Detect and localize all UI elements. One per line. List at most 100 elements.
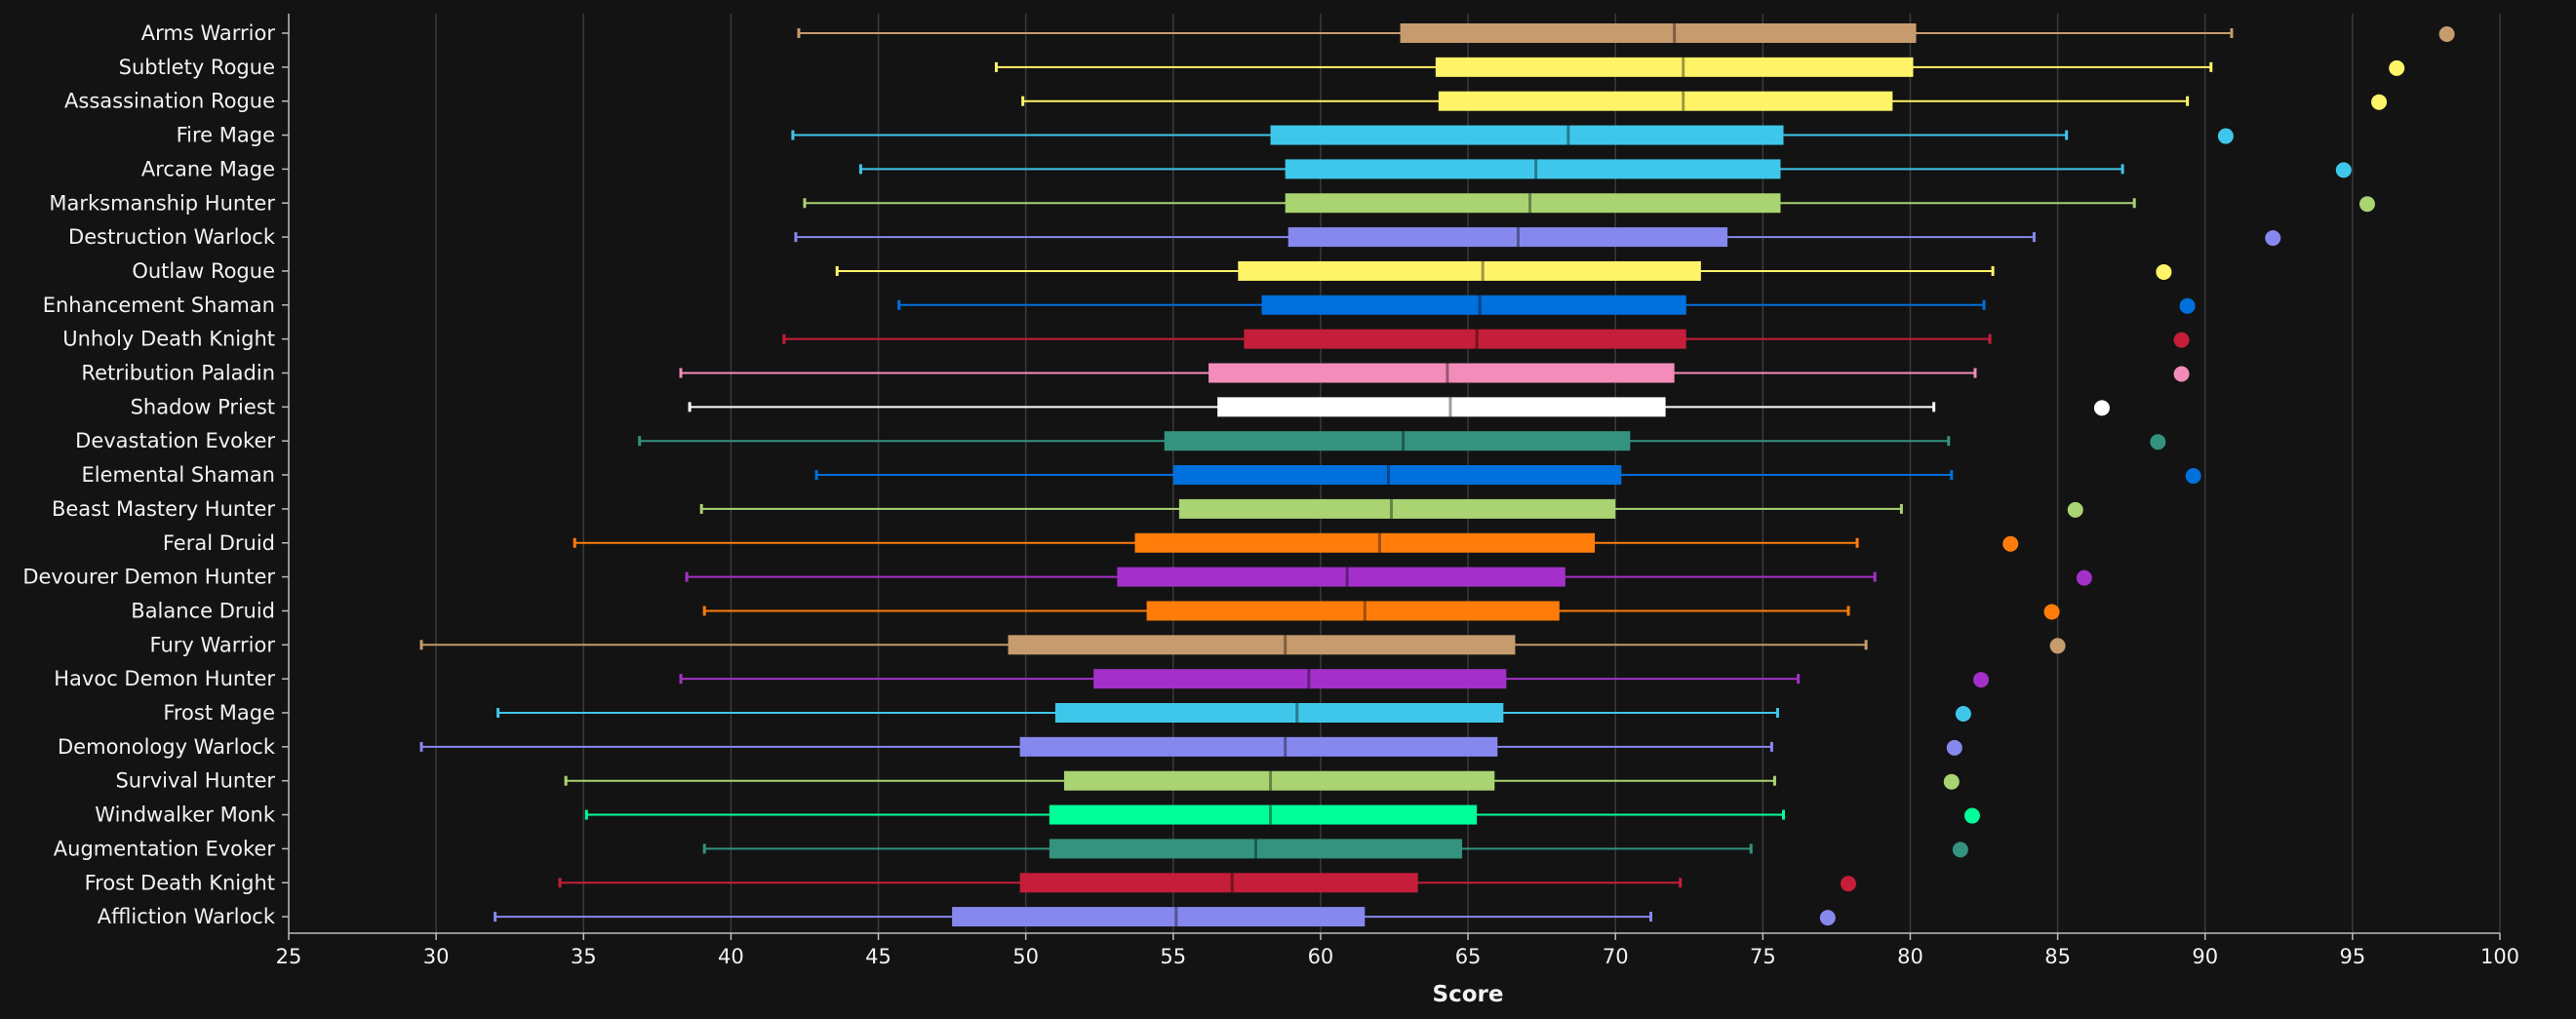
x-tick-label: 95 [2339,945,2365,968]
max-point [1963,807,1980,824]
max-point [2265,230,2281,247]
category-label: Beast Mastery Hunter [52,497,275,521]
box [1093,669,1507,689]
max-point [2179,297,2196,314]
box-row [897,294,2196,315]
max-point [2371,94,2388,110]
box [1146,601,1560,621]
x-tick-label: 30 [423,945,450,968]
box-row [496,703,1971,723]
box-row [835,260,2172,281]
category-label: Windwalker Monk [95,803,276,827]
x-tick-label: 65 [1455,945,1482,968]
max-point [1819,910,1836,926]
box [1285,159,1781,179]
category-label: Arms Warrior [141,21,276,45]
box [1008,635,1516,655]
box [1217,397,1666,417]
category-label: Enhancement Shaman [43,294,275,317]
category-label: Elemental Shaman [82,463,275,487]
box-row [791,125,2234,145]
max-point [1943,773,1960,790]
x-tick-label: 45 [865,945,892,968]
category-label: Survival Hunter [115,769,275,793]
box-row [994,57,2405,77]
max-point [2067,501,2083,518]
box-row [638,431,2166,451]
category-label: Havoc Demon Hunter [54,667,275,690]
box [1172,465,1622,486]
box-row [558,873,1856,893]
max-point [1973,672,1990,688]
x-tick-label: 90 [2192,945,2218,968]
max-point [2093,400,2110,416]
box [1063,770,1495,791]
category-label: Subtlety Rogue [119,56,275,79]
category-label: Augmentation Evoker [54,837,276,860]
category-label: Outlaw Rogue [132,259,275,283]
box-row [797,23,2455,43]
box [1178,498,1616,519]
box [1049,839,1463,859]
category-label: Affliction Warlock [98,905,276,928]
box-row [702,839,1968,859]
box [1270,125,1784,145]
category-label: Frost Mage [163,701,275,725]
box-row [685,567,2092,587]
box-row [858,159,2352,179]
max-point [2150,434,2166,451]
max-point [1955,706,1971,722]
x-tick-label: 80 [1897,945,1923,968]
category-label: Balance Druid [131,599,275,622]
box [1238,260,1701,281]
max-point [2217,128,2234,144]
x-tick-label: 40 [718,945,744,968]
box-row [564,770,1960,791]
box-row [782,329,2190,349]
x-tick-label: 70 [1603,945,1629,968]
box-row [699,498,2083,519]
max-point [2156,263,2172,280]
box-row [794,227,2281,248]
max-point [1952,842,1968,858]
category-label: Retribution Paladin [81,362,275,385]
max-point [2335,162,2352,178]
x-tick-label: 60 [1308,945,1334,968]
box [1209,363,1675,383]
box-row [679,669,1990,689]
x-tick-label: 55 [1160,945,1186,968]
box [952,907,1366,927]
box [1134,532,1596,553]
box [1288,227,1728,248]
max-point [2173,366,2190,382]
x-tick-label: 85 [2044,945,2071,968]
box [1435,57,1914,77]
category-label: Demonology Warlock [58,735,276,759]
box [1400,23,1917,43]
x-tick-label: 25 [276,945,302,968]
box-row [803,193,2375,214]
x-tick-label: 50 [1012,945,1039,968]
x-tick-label: 35 [571,945,597,968]
max-point [2438,26,2455,42]
plot-area [419,23,2455,927]
category-label: Shadow Priest [131,395,275,418]
box [1438,91,1893,111]
max-point [1840,876,1856,892]
category-label: Marksmanship Hunter [49,191,275,215]
box-row [679,363,2190,383]
category-label: Unholy Death Knight [62,328,275,351]
box-row [814,465,2201,486]
x-tick-label: 75 [1750,945,1776,968]
x-axis-title: Score [1433,982,1504,1007]
box [1261,294,1686,315]
category-label: Fury Warrior [150,633,276,656]
max-point [2185,468,2201,485]
max-point [2076,569,2092,586]
box [1019,736,1498,757]
category-label: Feral Druid [163,531,275,555]
category-label: Assassination Rogue [64,90,275,113]
category-label: Devastation Evoker [75,429,275,452]
max-point [2389,59,2405,76]
